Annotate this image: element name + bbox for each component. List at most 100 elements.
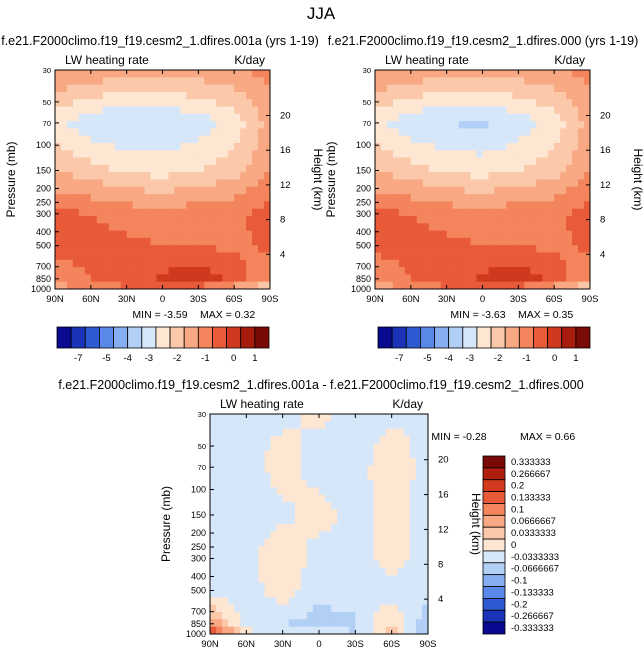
heatmap-cell [282, 568, 290, 576]
heatmap-cell [476, 172, 483, 180]
heatmap-cell [216, 186, 223, 195]
heatmap-cell [126, 99, 134, 107]
heatmap-cell [216, 223, 223, 231]
heatmap-cell [174, 179, 181, 188]
heatmap-cell [506, 186, 513, 195]
colorbar: 0.3333330.2666670.20.1333330.10.06666670… [482, 455, 559, 635]
heatmap-cell [264, 135, 271, 144]
heatmap-cell [410, 237, 418, 246]
heatmap-cell [216, 626, 223, 635]
heatmap-cell [222, 568, 229, 576]
heatmap-cell [96, 106, 104, 115]
heatmap-cell [452, 91, 460, 100]
heatmap-cell [410, 259, 418, 268]
heatmap-cell [270, 428, 278, 437]
heatmap-cell [306, 472, 314, 481]
heatmap-cell [252, 230, 259, 239]
heatmap-cell [584, 77, 591, 85]
heatmap-cell [446, 157, 454, 166]
heatmap-cell [349, 436, 356, 444]
heatmap-cell [114, 186, 122, 195]
heatmap-cell [542, 194, 549, 202]
heatmap-cell [90, 259, 98, 268]
heatmap-cell [446, 223, 454, 231]
heatmap-cell [416, 135, 424, 144]
heatmap-cell [375, 172, 382, 180]
heatmap-cell [228, 201, 235, 210]
heatmap-cell [428, 237, 436, 246]
heatmap-cell [367, 436, 374, 444]
heatmap-cell [415, 472, 423, 481]
heatmap-cell [440, 113, 448, 122]
p-tick-label: 250 [36, 197, 51, 207]
heatmap-cell [60, 230, 68, 239]
chart-title: f.e21.F2000climo.f19_f19.cesm2_1.dfires.… [328, 34, 639, 48]
heatmap-cell [294, 436, 302, 444]
heatmap-cell [282, 575, 290, 584]
heatmap-cell [186, 281, 193, 290]
heatmap-cell [258, 223, 265, 231]
heatmap-cell [500, 91, 507, 100]
heatmap-cell [476, 216, 483, 224]
heatmap-cell [554, 281, 561, 290]
heatmap-cell [530, 128, 537, 137]
heatmap-cell [319, 480, 326, 488]
heatmap-cell [331, 524, 338, 532]
heatmap-cell [240, 472, 247, 481]
heatmap-cell [156, 91, 163, 100]
heatmap-cell [180, 84, 187, 93]
heatmap-cell [482, 150, 489, 158]
heatmap-cell [349, 612, 356, 620]
heatmap-cell [138, 91, 145, 100]
heatmap-cell [367, 626, 374, 635]
colorbar-swatch [482, 598, 506, 611]
heatmap-cell [306, 465, 314, 474]
heatmap-cell [90, 106, 98, 115]
heatmap-cell [410, 143, 418, 151]
heatmap-cell [120, 128, 128, 137]
heatmap-cell [422, 245, 430, 253]
heatmap-cell [258, 619, 265, 628]
heatmap-cell [386, 99, 394, 107]
heatmap-cell [55, 164, 62, 173]
heatmap-cell [282, 524, 290, 532]
heatmap-cell [337, 414, 344, 422]
heatmap-cell [72, 70, 80, 78]
heatmap-cell [132, 113, 140, 122]
heatmap-cell [222, 487, 229, 496]
heatmap-cell [138, 121, 145, 129]
heatmap-cell [434, 179, 442, 188]
heatmap-cell [500, 135, 507, 144]
heatmap-cell [524, 164, 531, 173]
heatmap-cell [536, 99, 543, 107]
heatmap-cell [240, 450, 247, 459]
heatmap-cell [204, 216, 211, 224]
heatmap-cell [288, 560, 296, 569]
heatmap-cell [72, 208, 80, 217]
heatmap-cell [392, 99, 400, 107]
heatmap-cell [282, 612, 290, 620]
heatmap-cell [325, 582, 332, 591]
heatmap-cell [216, 612, 223, 620]
heatmap-cell [264, 208, 271, 217]
heatmap-cell [494, 77, 501, 85]
heatmap-cell [114, 201, 122, 210]
heatmap-cell [288, 597, 296, 606]
heatmap-cell [379, 480, 387, 488]
heatmap-cell [252, 252, 259, 261]
heatmap-cell [228, 208, 235, 217]
heatmap-cell [524, 223, 531, 231]
heatmap-cell [150, 106, 157, 115]
heatmap-cell [548, 113, 555, 122]
heatmap-cell [319, 494, 326, 503]
heatmap-cell [234, 524, 241, 532]
heatmap-cell [584, 164, 591, 173]
colorbar-label: 1 [573, 353, 578, 364]
heatmap-cell [234, 121, 241, 129]
heatmap-cell [403, 604, 411, 613]
heatmap-cell [337, 560, 344, 569]
heatmap-cell [403, 626, 411, 635]
heatmap-cell [470, 135, 477, 144]
heatmap-cell [349, 531, 356, 540]
colorbar-label: -0.0666667 [511, 564, 559, 575]
